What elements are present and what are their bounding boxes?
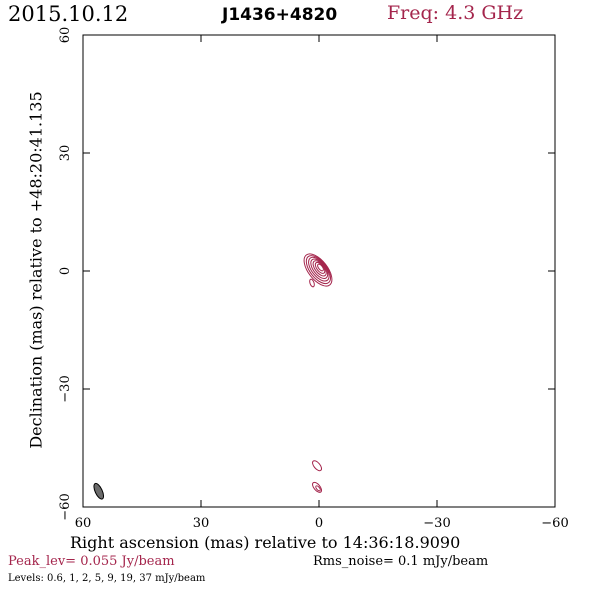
y-tick-label: 60 bbox=[58, 27, 73, 44]
frequency-label: Freq: 4.3 GHz bbox=[387, 2, 524, 24]
rms-noise: Rms_noise= 0.1 mJy/beam bbox=[313, 554, 489, 569]
component-contour bbox=[315, 485, 321, 492]
core-contour bbox=[312, 260, 327, 277]
component-contour bbox=[312, 460, 323, 472]
core-contour bbox=[303, 253, 333, 287]
contour-layer bbox=[303, 253, 333, 493]
x-tick-label: −60 bbox=[541, 516, 568, 531]
x-tick-label: 30 bbox=[193, 516, 210, 531]
contour-levels: Levels: 0.6, 1, 2, 5, 9, 19, 37 mJy/beam bbox=[8, 573, 206, 584]
y-tick-label: 0 bbox=[58, 267, 73, 275]
x-tick-label: −30 bbox=[423, 516, 450, 531]
source-name: J1436+4820 bbox=[222, 5, 338, 25]
x-tick-label: 0 bbox=[315, 516, 323, 531]
peak-level: Peak_lev= 0.055 Jy/beam bbox=[8, 554, 175, 569]
core-contour bbox=[310, 258, 329, 279]
spur-contour bbox=[309, 278, 315, 288]
axis-ticks bbox=[82, 34, 556, 508]
core-contour bbox=[305, 255, 331, 285]
y-axis-label: Declination (mas) relative to +48:20:41.… bbox=[26, 91, 46, 449]
x-tick-label: 60 bbox=[75, 516, 92, 531]
core-contour bbox=[314, 261, 326, 274]
beam-layer bbox=[93, 482, 105, 500]
x-axis-label: Right ascension (mas) relative to 14:36:… bbox=[70, 533, 461, 552]
core-contour bbox=[308, 256, 330, 282]
y-tick-label: 30 bbox=[58, 145, 73, 162]
component-contour bbox=[312, 481, 323, 493]
observation-date: 2015.10.12 bbox=[8, 2, 129, 26]
core-contour bbox=[317, 263, 324, 272]
y-tick-label: −60 bbox=[58, 493, 73, 520]
beam-ellipse bbox=[93, 482, 105, 500]
y-tick-label: −30 bbox=[58, 375, 73, 402]
